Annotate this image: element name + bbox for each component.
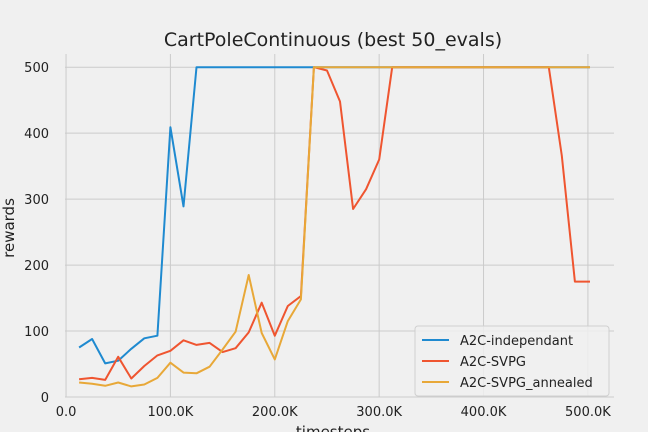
legend: A2C-independant A2C-SVPG A2C-SVPG_annealed [414,325,610,397]
chart-title: CartPoleContinuous (best 50_evals) [164,29,502,51]
y-tick-label: 300 [24,193,49,208]
x-tick-label: 100.0K [148,405,194,420]
x-tick-label: 300.0K [356,405,402,420]
legend-label-3: A2C-SVPG_annealed [460,376,593,391]
x-tick-label: 500.0K [565,405,611,420]
grid [65,54,614,398]
ticks: 0.0 100.0K 200.0K 300.0K 400.0K 500.0K 0 100 200… [24,61,611,420]
y-tick-label: 500 [24,61,49,76]
x-tick-label: 400.0K [461,405,507,420]
y-tick-label: 100 [24,325,49,340]
series-line-3 [79,66,590,388]
legend-label-1: A2C-independant [460,334,573,349]
series-layer [78,66,590,388]
legend-box [414,325,610,397]
y-tick-label: 200 [24,259,49,274]
x-tick-label: 200.0K [252,405,298,420]
y-axis-label: rewards [0,198,18,258]
y-tick-label: 400 [24,127,49,142]
x-axis-label: timesteps [296,423,370,432]
y-tick-label: 0 [41,391,49,406]
legend-label-2: A2C-SVPG [460,355,526,370]
x-tick-label: 0.0 [56,405,77,420]
